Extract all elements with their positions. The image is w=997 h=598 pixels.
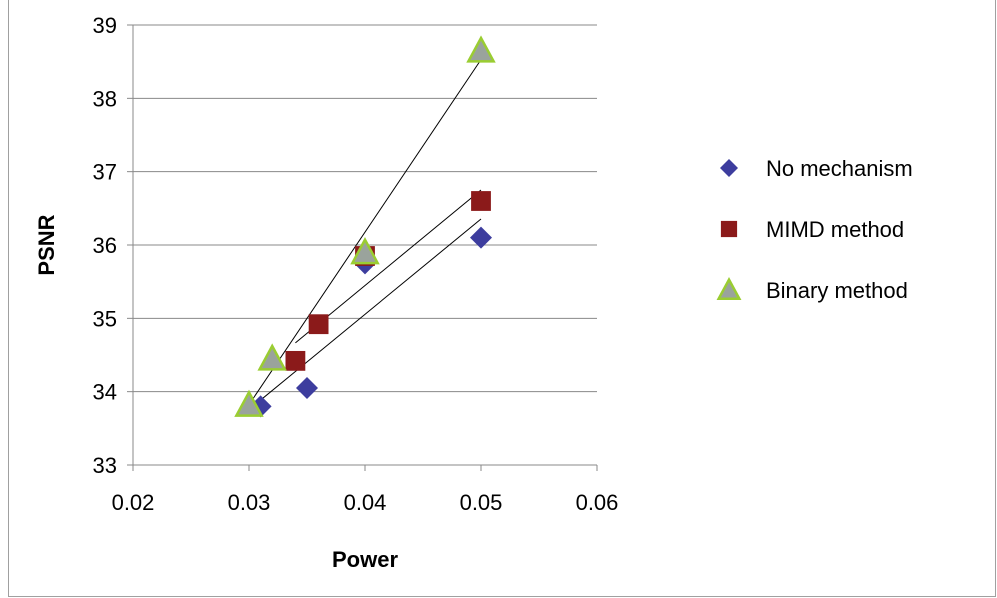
legend-marker-1 <box>720 220 738 238</box>
y-axis-title: PSNR <box>34 214 59 275</box>
axes <box>127 24 598 471</box>
y-tick-label-2: 35 <box>93 306 117 331</box>
x-axis-title: Power <box>332 547 398 572</box>
x-tick-label-1: 0.03 <box>228 490 271 515</box>
marker-s2-p0 <box>234 389 264 417</box>
marker-s2-p1 <box>257 343 287 371</box>
marker-s1-p0 <box>285 350 306 371</box>
tick-labels: 33 34 35 36 37 38 39 0.02 0.03 0.04 0.05 0.06 <box>93 13 619 515</box>
y-tick-label-3: 36 <box>93 233 117 258</box>
legend: No mechanism MIMD method Binary method <box>716 156 913 303</box>
chart-frame <box>8 0 996 597</box>
marker-s1-p3 <box>471 191 491 211</box>
trendline-2 <box>248 59 482 405</box>
y-tick-label-1: 34 <box>93 380 117 405</box>
legend-label-1: MIMD method <box>766 217 904 242</box>
marker-s0-p1 <box>296 377 318 399</box>
marker-s2-p2 <box>350 237 380 265</box>
marker-s1-p1 <box>308 314 329 335</box>
marker-s0-p3 <box>470 226 492 249</box>
y-tick-label-6: 39 <box>93 13 117 38</box>
legend-label-0: No mechanism <box>766 156 913 181</box>
data-marks <box>234 35 496 418</box>
y-tick-label-0: 33 <box>93 453 117 478</box>
trendlines <box>248 59 482 405</box>
legend-marker-2 <box>716 277 742 301</box>
legend-marker-0 <box>720 159 738 177</box>
x-tick-label-4: 0.06 <box>576 490 619 515</box>
x-tick-label-3: 0.05 <box>460 490 503 515</box>
marker-s2-p3 <box>466 35 496 63</box>
x-tick-label-0: 0.02 <box>112 490 155 515</box>
legend-label-2: Binary method <box>766 278 908 303</box>
x-tick-label-2: 0.04 <box>344 490 387 515</box>
y-tick-label-4: 37 <box>93 160 117 185</box>
y-tick-label-5: 38 <box>93 86 117 111</box>
